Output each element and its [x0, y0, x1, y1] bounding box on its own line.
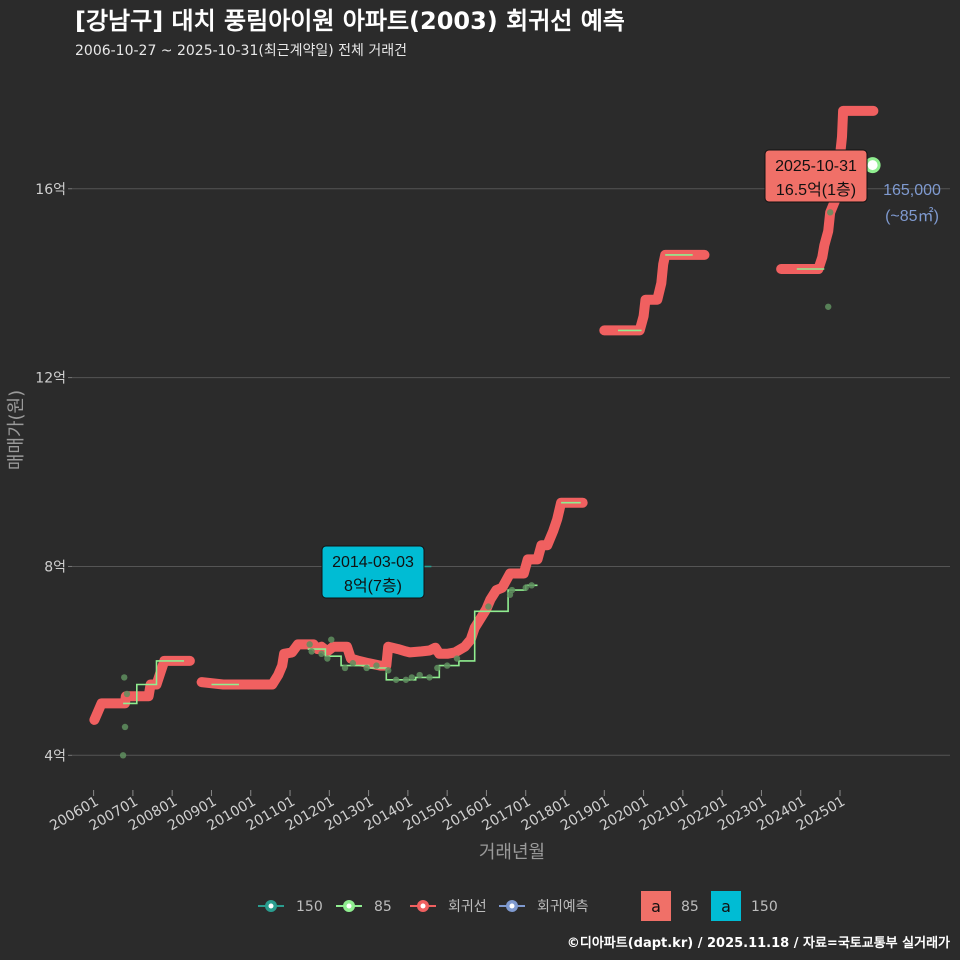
legend-label: 회귀선 [448, 899, 487, 915]
legend-key-box [711, 891, 741, 921]
chart-title: [강남구] 대치 풍림아이원 아파트(2003) 회귀선 예측 [75, 7, 625, 35]
annotation-150-box [321, 545, 425, 599]
series-85-point [341, 664, 349, 672]
series-85-point [349, 660, 357, 667]
series-85-point [123, 690, 131, 698]
series-85-point [402, 676, 410, 683]
series-85-point [434, 664, 441, 672]
legend-key-dot-center [509, 903, 515, 909]
series-85-point [528, 582, 535, 589]
series-85-point [508, 586, 516, 594]
series-85-step [307, 584, 538, 681]
annotation-latest-price: 16.5억(1층) [776, 181, 856, 199]
series-85-point [306, 641, 313, 648]
chart-subtitle: 2006-10-27 ~ 2025-10-31(최근계약일) 전체 거래건 [75, 43, 407, 59]
series-85-point [363, 664, 370, 672]
regression-segment [599, 249, 710, 336]
legend-label: 150 [751, 899, 778, 915]
series-85-point [416, 671, 423, 679]
series-steps [123, 254, 825, 705]
x-axis-title: 거래년월 [479, 842, 545, 863]
series-85-point [826, 209, 834, 216]
legend-key-box [641, 891, 671, 921]
series-85-point [121, 674, 128, 681]
series-85-point [408, 674, 416, 681]
annotation-latest-date: 2025-10-31 [775, 158, 857, 175]
legend-label: 150 [296, 899, 323, 915]
legend: 150 85 회귀선 회귀예측 a 85 a 150 [258, 891, 778, 921]
y-tick-label: 16억 [35, 182, 66, 198]
y-tick-label: 12억 [35, 371, 66, 387]
forecast-area-label: (~85㎡) [885, 207, 939, 225]
annotation-latest-box [764, 149, 868, 203]
series-85-point [426, 674, 433, 681]
annotation-150-price: 8억(7층) [344, 577, 402, 595]
credit: ©디아파트(dapt.kr) / 2025.11.18 / 자료=국토교통부 실… [567, 935, 950, 951]
latest-deal-point [864, 157, 881, 174]
x-axis: 2006012007012008012009012010012011012012… [47, 790, 848, 834]
y-axis-title: 매매가(원) [6, 390, 27, 470]
series-85-point [392, 676, 400, 683]
series-points [119, 157, 881, 759]
series-85-step [123, 660, 184, 705]
legend-key-dot-center [346, 903, 352, 909]
series-85-point [324, 655, 331, 662]
legend-label: 85 [681, 899, 699, 915]
series-85-point [318, 650, 325, 658]
y-tick-label: 4억 [44, 748, 66, 764]
series-85-point [373, 662, 380, 669]
series-85-point [308, 648, 315, 655]
regression-segment [89, 655, 195, 725]
legend-key-dot-center [268, 903, 274, 909]
y-tick-label: 8억 [44, 559, 66, 575]
series-85-point [443, 662, 451, 669]
series-85-point [121, 723, 129, 731]
legend-key-dot-center [420, 903, 426, 909]
forecast-value-label: 165,000 [883, 182, 941, 199]
series-85-point [453, 655, 461, 662]
series-85-point [119, 752, 127, 759]
series-85-point [485, 603, 492, 610]
legend-label: 85 [374, 899, 392, 915]
regression-line [89, 105, 879, 725]
series-85-point [328, 636, 335, 643]
annotation-150-date: 2014-03-03 [332, 554, 414, 571]
annotations: 2025-10-31 16.5억(1층) 2014-03-03 8억(7층) 165,0… [321, 149, 941, 599]
series-85-point [385, 667, 392, 674]
legend-key-glyph: a [651, 897, 661, 916]
series-85-point [522, 584, 529, 591]
y-axis: 4억 8억 12억 16억 [35, 182, 72, 764]
regression-segment [776, 105, 879, 274]
legend-label: 회귀예측 [537, 899, 589, 915]
legend-key-glyph: a [721, 897, 731, 916]
series-85-point [825, 303, 832, 310]
